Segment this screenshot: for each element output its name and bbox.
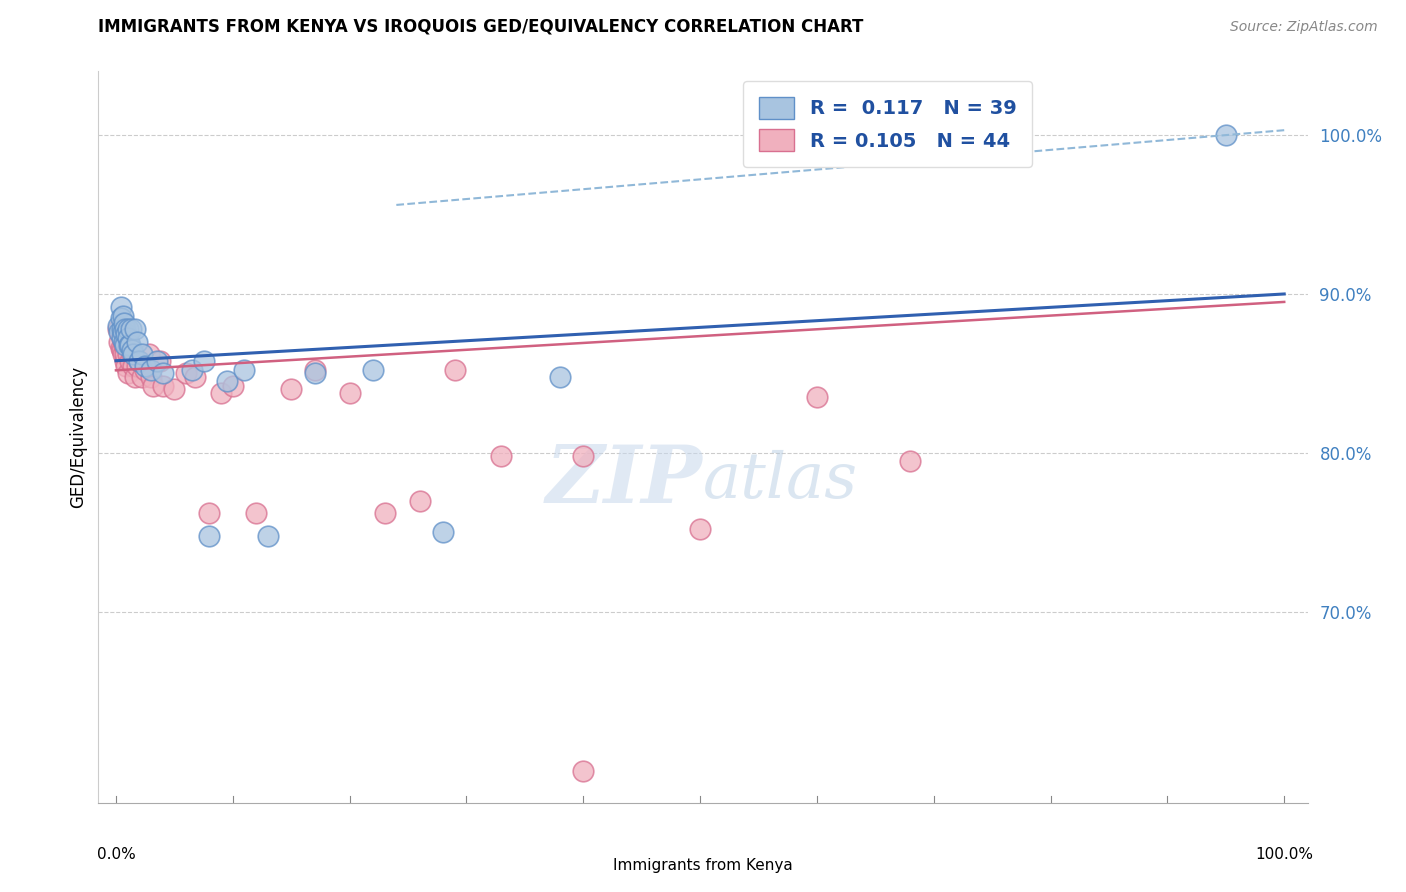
Point <box>118 338 141 352</box>
Point <box>111 325 134 339</box>
Point <box>256 529 278 543</box>
Point <box>117 367 139 381</box>
Point <box>134 359 156 373</box>
Text: IMMIGRANTS FROM KENYA VS IROQUOIS GED/EQUIVALENCY CORRELATION CHART: IMMIGRANTS FROM KENYA VS IROQUOIS GED/EQ… <box>98 17 863 35</box>
Point <box>108 334 131 349</box>
Point <box>163 383 186 397</box>
Point <box>491 449 513 463</box>
Point <box>245 507 267 521</box>
Text: atlas: atlas <box>703 450 858 512</box>
Point <box>806 390 828 404</box>
Point <box>374 507 396 521</box>
Point <box>149 353 172 368</box>
Y-axis label: GED/Equivalency: GED/Equivalency <box>69 366 87 508</box>
Point <box>111 322 134 336</box>
Point <box>142 379 165 393</box>
Point <box>304 363 326 377</box>
Point <box>115 326 138 341</box>
Point <box>409 493 432 508</box>
Point <box>898 454 921 468</box>
Point <box>572 764 595 778</box>
Point <box>122 359 145 373</box>
Point <box>146 353 169 368</box>
Point <box>107 318 129 333</box>
Point <box>121 343 143 357</box>
Point <box>110 341 132 355</box>
Point <box>121 347 143 361</box>
Point <box>114 347 136 361</box>
Point <box>222 379 245 393</box>
Point <box>111 331 134 345</box>
Point <box>128 353 150 368</box>
Point <box>689 522 711 536</box>
Point <box>193 353 215 368</box>
Point <box>110 300 132 314</box>
Point <box>139 369 162 384</box>
Point <box>134 363 156 377</box>
Point <box>120 322 142 336</box>
Point <box>112 334 135 349</box>
Point <box>443 363 465 377</box>
Legend: R =  0.117   N = 39, R = 0.105   N = 44: R = 0.117 N = 39, R = 0.105 N = 44 <box>744 81 1032 167</box>
Point <box>114 322 136 336</box>
Text: 0.0%: 0.0% <box>97 847 135 863</box>
Point <box>152 379 174 393</box>
Point <box>209 385 232 400</box>
Text: Immigrants from Kenya: Immigrants from Kenya <box>613 858 793 872</box>
Point <box>128 353 150 368</box>
Point <box>112 316 135 330</box>
Point <box>107 322 129 336</box>
Point <box>572 449 595 463</box>
Point <box>111 347 134 361</box>
Point <box>122 347 145 361</box>
Point <box>361 363 384 377</box>
Point <box>114 338 136 352</box>
Point <box>233 363 256 377</box>
Point <box>125 334 148 349</box>
Point <box>180 363 202 377</box>
Point <box>108 325 131 339</box>
Point <box>198 529 221 543</box>
Point <box>112 338 135 352</box>
Point <box>111 343 134 357</box>
Point <box>184 369 207 384</box>
Point <box>115 359 138 373</box>
Point <box>117 322 139 336</box>
Point <box>125 359 148 373</box>
Point <box>131 369 153 384</box>
Text: ZIP: ZIP <box>546 442 703 520</box>
Point <box>174 367 197 381</box>
Point <box>124 322 146 336</box>
Point <box>117 331 139 345</box>
Point <box>198 507 221 521</box>
Point <box>124 369 146 384</box>
Point <box>138 347 160 361</box>
Point <box>215 375 238 389</box>
Point <box>548 369 571 384</box>
Point <box>111 310 134 324</box>
Point <box>114 353 136 368</box>
Point <box>111 331 134 345</box>
Text: 100.0%: 100.0% <box>1256 847 1313 863</box>
Point <box>117 347 139 361</box>
Point <box>280 383 302 397</box>
Point <box>152 367 174 381</box>
Point <box>118 338 141 352</box>
Point <box>1215 128 1237 142</box>
Point <box>110 310 132 325</box>
Point <box>131 347 153 361</box>
Point <box>432 525 454 540</box>
Text: Source: ZipAtlas.com: Source: ZipAtlas.com <box>1230 21 1378 34</box>
Point <box>304 367 326 381</box>
Point <box>118 353 141 368</box>
Point <box>339 385 361 400</box>
Point <box>139 363 162 377</box>
